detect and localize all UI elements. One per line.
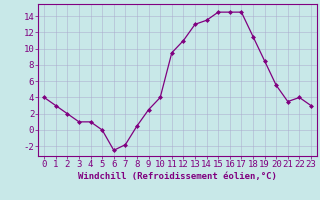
X-axis label: Windchill (Refroidissement éolien,°C): Windchill (Refroidissement éolien,°C) <box>78 172 277 181</box>
